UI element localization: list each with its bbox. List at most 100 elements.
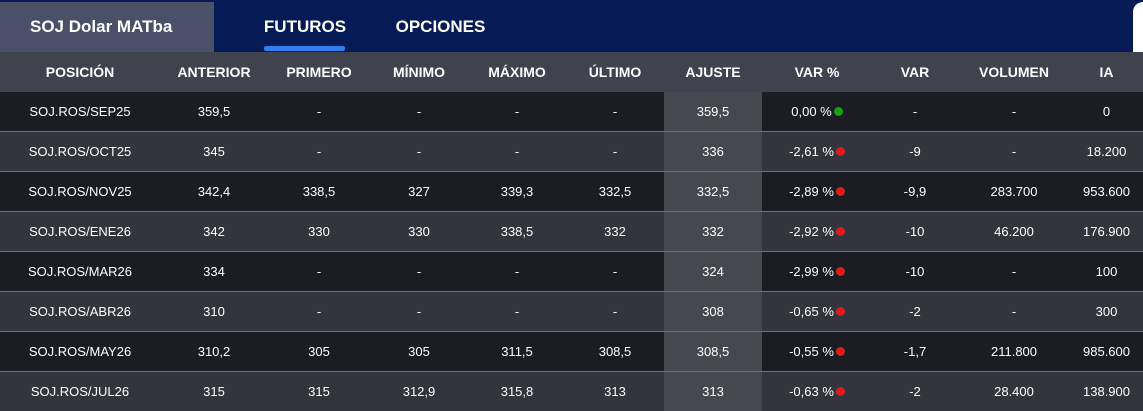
var-pct-value: -2,92 % bbox=[789, 224, 834, 239]
column-header-position[interactable]: POSICIÓN bbox=[0, 52, 160, 92]
column-header-ajuste[interactable]: AJUSTE bbox=[664, 52, 762, 92]
cell-var-pct: -0,65 % bbox=[762, 292, 872, 332]
cell-ia: 100 bbox=[1070, 252, 1143, 292]
cell-ia: 985.600 bbox=[1070, 332, 1143, 372]
cell-maximo: 315,8 bbox=[468, 372, 566, 411]
cell-minimo: 305 bbox=[370, 332, 468, 372]
trend-dot-icon bbox=[834, 107, 843, 116]
cell-ultimo: 313 bbox=[566, 372, 664, 411]
cell-anterior: 342 bbox=[160, 212, 268, 252]
cell-position: SOJ.ROS/JUL26 bbox=[0, 372, 160, 411]
cell-volumen: 46.200 bbox=[958, 212, 1070, 252]
cell-maximo: - bbox=[468, 132, 566, 172]
cell-minimo: - bbox=[370, 292, 468, 332]
trend-dot-icon bbox=[836, 187, 845, 196]
cell-maximo: 311,5 bbox=[468, 332, 566, 372]
cell-ajuste: 308 bbox=[664, 292, 762, 332]
cell-minimo: 330 bbox=[370, 212, 468, 252]
cell-position: SOJ.ROS/ENE26 bbox=[0, 212, 160, 252]
cell-primero: 338,5 bbox=[268, 172, 370, 212]
cell-anterior: 315 bbox=[160, 372, 268, 411]
column-header-ia[interactable]: IA bbox=[1070, 52, 1143, 92]
cell-var: -1,7 bbox=[872, 332, 958, 372]
cell-ultimo: 308,5 bbox=[566, 332, 664, 372]
trend-dot-icon bbox=[836, 387, 845, 396]
tab-opciones[interactable]: OPCIONES bbox=[388, 2, 493, 52]
var-pct-value: 0,00 % bbox=[791, 104, 831, 119]
cell-var: -9,9 bbox=[872, 172, 958, 212]
column-header-primero[interactable]: PRIMERO bbox=[268, 52, 370, 92]
cell-ia: 0 bbox=[1070, 92, 1143, 132]
cell-anterior: 342,4 bbox=[160, 172, 268, 212]
cell-ia: 953.600 bbox=[1070, 172, 1143, 212]
cell-ultimo: 332,5 bbox=[566, 172, 664, 212]
column-header-maximo[interactable]: MÁXIMO bbox=[468, 52, 566, 92]
cell-ultimo: - bbox=[566, 252, 664, 292]
active-tab-indicator bbox=[264, 46, 345, 51]
cell-anterior: 334 bbox=[160, 252, 268, 292]
trend-dot-icon bbox=[836, 347, 845, 356]
cell-ajuste: 332 bbox=[664, 212, 762, 252]
tab-futuros[interactable]: FUTUROS bbox=[260, 2, 350, 52]
cell-ajuste: 359,5 bbox=[664, 92, 762, 132]
cell-minimo: 312,9 bbox=[370, 372, 468, 411]
cell-ajuste: 332,5 bbox=[664, 172, 762, 212]
cell-var: -10 bbox=[872, 212, 958, 252]
cell-volumen: - bbox=[958, 132, 1070, 172]
cell-position: SOJ.ROS/ABR26 bbox=[0, 292, 160, 332]
cell-maximo: 339,3 bbox=[468, 172, 566, 212]
cell-anterior: 345 bbox=[160, 132, 268, 172]
column-header-anterior[interactable]: ANTERIOR bbox=[160, 52, 268, 92]
cell-volumen: 283.700 bbox=[958, 172, 1070, 212]
cell-position: SOJ.ROS/NOV25 bbox=[0, 172, 160, 212]
trend-dot-icon bbox=[836, 307, 845, 316]
var-pct-value: -2,99 % bbox=[789, 264, 834, 279]
cell-var-pct: -2,99 % bbox=[762, 252, 872, 292]
column-header-minimo[interactable]: MÍNIMO bbox=[370, 52, 468, 92]
cell-var: -10 bbox=[872, 252, 958, 292]
cell-var: -9 bbox=[872, 132, 958, 172]
cell-anterior: 310 bbox=[160, 292, 268, 332]
cell-ajuste: 324 bbox=[664, 252, 762, 292]
cell-var-pct: -0,63 % bbox=[762, 372, 872, 411]
top-navigation-bar: SOJ Dolar MATba FUTUROS OPCIONES bbox=[0, 0, 1143, 52]
cell-primero: 305 bbox=[268, 332, 370, 372]
cell-ajuste: 313 bbox=[664, 372, 762, 411]
cell-ia: 18.200 bbox=[1070, 132, 1143, 172]
cell-volumen: - bbox=[958, 292, 1070, 332]
var-pct-value: -2,89 % bbox=[789, 184, 834, 199]
cell-ultimo: - bbox=[566, 292, 664, 332]
var-pct-value: -0,55 % bbox=[789, 344, 834, 359]
column-header-var[interactable]: VAR bbox=[872, 52, 958, 92]
cell-minimo: - bbox=[370, 252, 468, 292]
cell-maximo: - bbox=[468, 252, 566, 292]
cell-var-pct: -2,92 % bbox=[762, 212, 872, 252]
cell-maximo: - bbox=[468, 92, 566, 132]
column-header-ultimo[interactable]: ÚLTIMO bbox=[566, 52, 664, 92]
cell-ultimo: - bbox=[566, 92, 664, 132]
column-header-var-pct[interactable]: VAR % bbox=[762, 52, 872, 92]
cell-volumen: 211.800 bbox=[958, 332, 1070, 372]
cell-position: SOJ.ROS/OCT25 bbox=[0, 132, 160, 172]
cell-primero: - bbox=[268, 292, 370, 332]
trend-dot-icon bbox=[836, 147, 845, 156]
cell-var-pct: -2,61 % bbox=[762, 132, 872, 172]
column-header-volumen[interactable]: VOLUMEN bbox=[958, 52, 1070, 92]
cell-ultimo: - bbox=[566, 132, 664, 172]
instrument-title[interactable]: SOJ Dolar MATba bbox=[0, 2, 214, 52]
cell-primero: - bbox=[268, 252, 370, 292]
cell-volumen: - bbox=[958, 92, 1070, 132]
cell-minimo: - bbox=[370, 132, 468, 172]
cell-primero: 330 bbox=[268, 212, 370, 252]
trend-dot-icon bbox=[836, 267, 845, 276]
